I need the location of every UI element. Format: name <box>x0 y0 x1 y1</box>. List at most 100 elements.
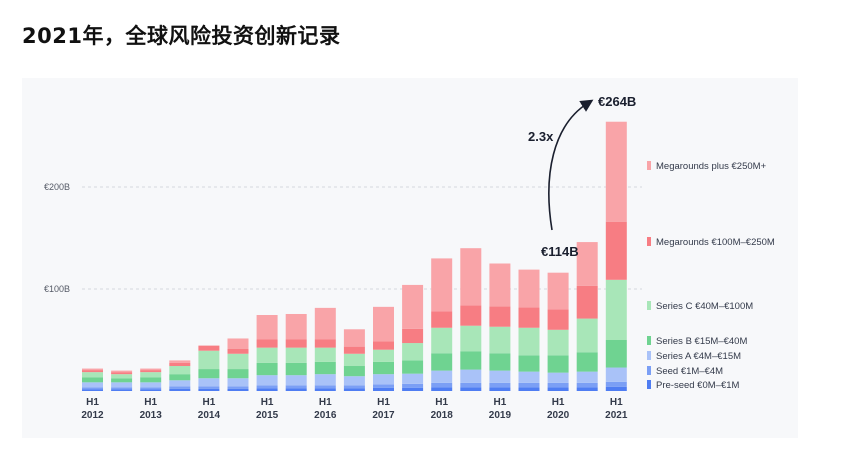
bar-segment <box>431 382 453 388</box>
bar-segment <box>227 388 249 391</box>
legend-swatch <box>647 301 651 310</box>
bar-segment <box>518 382 540 388</box>
x-tick-label-year: 2020 <box>547 410 570 421</box>
bar-segment <box>576 285 598 319</box>
bar-segment <box>198 345 220 351</box>
bar-segment <box>169 388 191 391</box>
bar-stack <box>518 269 540 391</box>
bar-segment <box>227 378 249 387</box>
bar-segment <box>605 386 627 391</box>
bar-segment <box>460 387 482 391</box>
x-tick-label-year: 2021 <box>605 410 628 421</box>
legend-item: Series A €4M–€15M <box>647 351 741 362</box>
bar-segment <box>547 355 569 373</box>
bar-segment <box>285 375 307 386</box>
bar-segment <box>82 368 103 371</box>
bar-segment <box>576 387 598 391</box>
x-tick-label-half: H1 <box>319 397 332 408</box>
bar-segment <box>489 387 511 391</box>
legend-label: Megarounds plus €250M+ <box>656 161 767 172</box>
bar-segment <box>373 306 394 342</box>
bar-segment <box>314 385 336 389</box>
bar-segment <box>402 284 424 329</box>
bar-segment <box>373 387 394 391</box>
bar-segment <box>343 329 365 347</box>
x-tick-label-half: H1 <box>144 397 157 408</box>
legend-swatch <box>647 237 651 246</box>
bar-segment <box>518 327 540 356</box>
x-tick-label-half: H1 <box>203 397 216 408</box>
bar-segment <box>373 361 394 375</box>
bar-segment <box>547 387 569 391</box>
bar-segment <box>547 329 569 356</box>
bar-segment <box>82 372 103 378</box>
bar-segment <box>431 387 453 391</box>
bar-segment <box>82 389 103 391</box>
bar-segment <box>518 371 540 383</box>
bar-stack <box>460 248 482 391</box>
x-tick-label-year: 2018 <box>431 410 454 421</box>
bar-segment <box>605 221 627 280</box>
bar-segment <box>314 307 336 340</box>
bar-segment <box>111 387 133 390</box>
bar-segment <box>256 375 278 386</box>
bar-segment <box>227 338 249 349</box>
bar-segment <box>343 385 365 389</box>
bar-segment <box>576 242 598 286</box>
y-tick-label: €200B <box>44 182 70 192</box>
bar-segment <box>460 305 482 326</box>
bar-segment <box>460 248 482 306</box>
bar-segment <box>402 373 424 384</box>
y-tick-label: €100B <box>44 284 70 294</box>
x-tick-label-year: 2017 <box>372 410 395 421</box>
legend-label: Seed €1M–€4M <box>656 366 723 377</box>
bar-segment <box>256 362 278 376</box>
bar-stack <box>576 242 598 391</box>
bar-segment <box>518 387 540 391</box>
bar-segment <box>314 347 336 362</box>
bar-segment <box>111 372 133 375</box>
bar-segment <box>82 382 103 388</box>
bar-segment <box>402 383 424 388</box>
bar-stack <box>605 121 627 391</box>
legend-item: Series B €15M–€40M <box>647 336 747 347</box>
bar-segment <box>547 309 569 330</box>
bar-segment <box>431 353 453 371</box>
bar-segment <box>111 370 133 373</box>
bar-segment <box>489 306 511 327</box>
bar-segment <box>256 315 278 340</box>
bar-segment <box>431 311 453 328</box>
bar-segment <box>111 389 133 391</box>
bar-segment <box>489 326 511 354</box>
legend-swatch <box>647 351 651 360</box>
legend-swatch <box>647 366 651 375</box>
bar-segment <box>169 362 191 367</box>
bar-stack <box>256 315 278 391</box>
legend-label: Pre-seed €0M–€1M <box>656 380 740 391</box>
x-tick-label-year: 2015 <box>256 410 279 421</box>
bar-segment <box>605 121 627 222</box>
bar-segment <box>285 388 307 391</box>
bar-segment <box>82 377 103 383</box>
bar-segment <box>140 372 162 378</box>
bar-segment <box>605 381 627 387</box>
bar-segment <box>431 258 453 312</box>
legend-label: Megarounds €100M–€250M <box>656 237 775 248</box>
legend-item: Megarounds plus €250M+ <box>647 161 767 172</box>
bar-stack <box>82 368 103 391</box>
bar-segment <box>82 387 103 390</box>
bar-segment <box>285 347 307 363</box>
bar-stack <box>314 307 336 391</box>
bar-stack <box>198 345 220 391</box>
x-tick-label-half: H1 <box>435 397 448 408</box>
bar-segment <box>576 382 598 388</box>
bar-segment <box>489 382 511 388</box>
bar-segment <box>256 385 278 389</box>
bar-segment <box>373 384 394 388</box>
bar-segment <box>227 386 249 389</box>
x-tick-label-half: H1 <box>610 397 623 408</box>
bar-segment <box>285 313 307 340</box>
bar-segment <box>460 351 482 370</box>
bar-stack <box>169 360 191 391</box>
page-title: 2021年，全球风险投资创新记录 <box>22 24 341 48</box>
